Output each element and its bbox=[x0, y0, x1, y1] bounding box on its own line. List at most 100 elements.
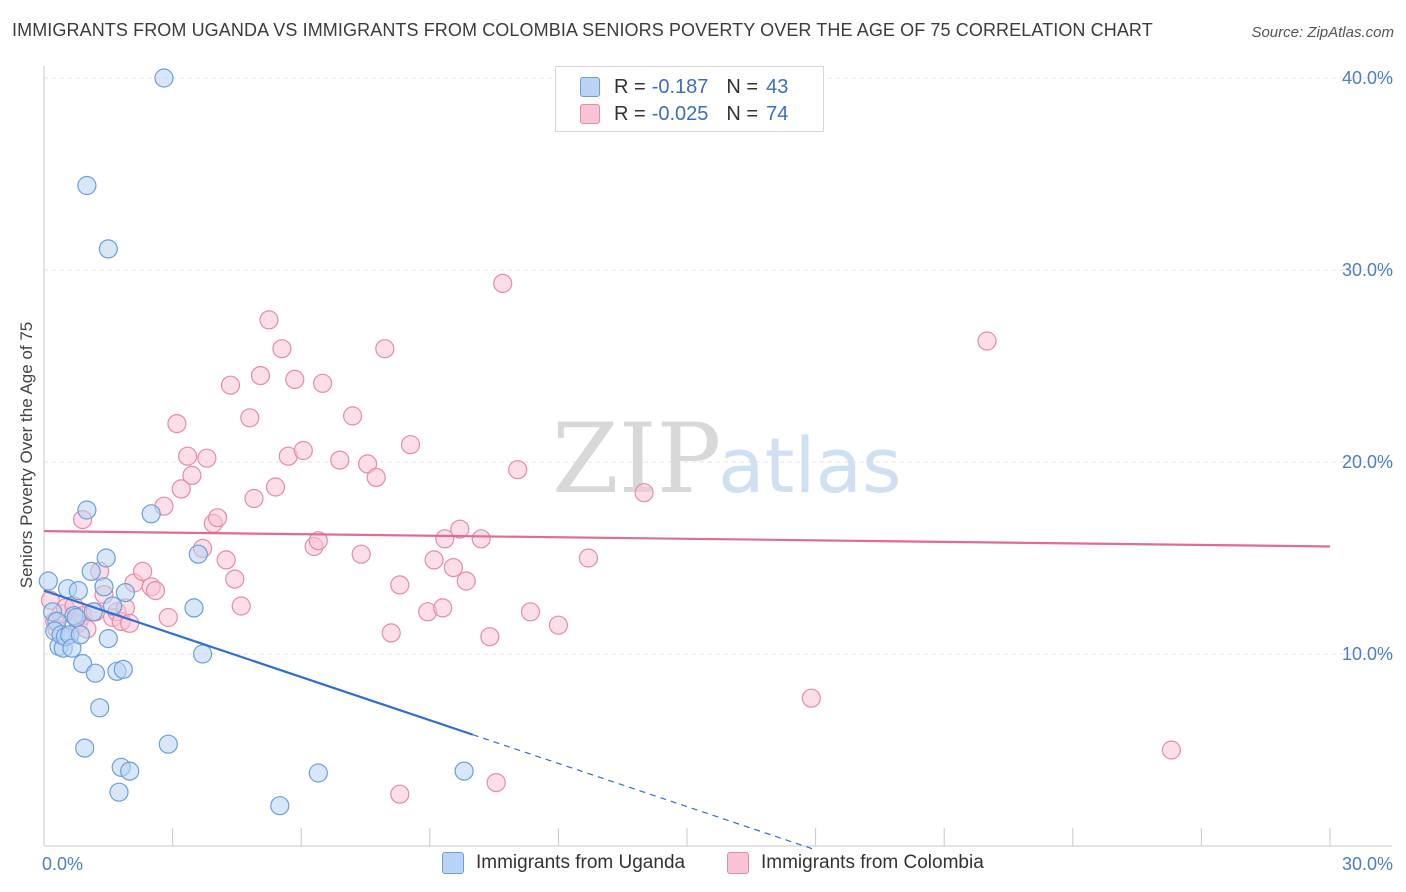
point-colombia bbox=[366, 467, 386, 487]
point-uganda bbox=[66, 607, 86, 628]
point-uganda bbox=[154, 68, 174, 88]
point-colombia bbox=[433, 598, 453, 618]
point-colombia bbox=[390, 784, 410, 804]
point-uganda bbox=[120, 761, 140, 781]
y-axis-label: Seniors Poverty Over the Age of 75 bbox=[17, 322, 36, 588]
point-colombia bbox=[240, 408, 260, 428]
point-colombia bbox=[471, 529, 491, 549]
point-colombia bbox=[272, 339, 292, 359]
point-uganda bbox=[77, 175, 97, 196]
point-uganda bbox=[193, 644, 213, 664]
legend-swatch-colombia bbox=[580, 104, 600, 124]
correlation-legend: R = -0.187 N = 43 R = -0.025 N = 74 bbox=[555, 66, 824, 132]
watermark: ZIP atlas bbox=[552, 403, 902, 515]
source-label: Source: ZipAtlas.com bbox=[1251, 24, 1394, 41]
point-colombia bbox=[225, 569, 245, 589]
point-colombia bbox=[178, 446, 198, 466]
point-colombia bbox=[578, 548, 599, 568]
legend-item-uganda[interactable]: Immigrants from Uganda bbox=[442, 852, 685, 874]
point-uganda bbox=[308, 763, 328, 783]
point-colombia bbox=[313, 373, 333, 393]
point-colombia bbox=[390, 575, 410, 595]
point-colombia bbox=[486, 772, 506, 793]
point-colombia bbox=[493, 273, 513, 293]
legend-label-colombia: Immigrants from Colombia bbox=[761, 852, 984, 873]
point-uganda bbox=[70, 625, 91, 645]
point-colombia bbox=[508, 460, 528, 480]
point-colombia bbox=[259, 310, 279, 330]
point-colombia bbox=[293, 440, 313, 461]
point-colombia bbox=[133, 561, 153, 582]
point-uganda bbox=[270, 796, 290, 816]
legend-swatch-uganda bbox=[442, 852, 464, 874]
point-colombia bbox=[182, 465, 202, 485]
point-uganda bbox=[75, 738, 95, 758]
legend-swatch-colombia bbox=[727, 852, 749, 874]
trend-line-uganda-extension bbox=[472, 734, 816, 851]
x-tick-label: 0.0% bbox=[42, 854, 83, 874]
point-colombia bbox=[480, 627, 500, 647]
legend-r-value-uganda: -0.187 bbox=[651, 75, 709, 98]
legend-item-colombia[interactable]: Immigrants from Colombia bbox=[727, 852, 984, 874]
point-uganda bbox=[113, 659, 133, 680]
legend-r-label: R = bbox=[614, 75, 646, 98]
point-colombia bbox=[358, 454, 378, 474]
point-colombia bbox=[424, 550, 444, 570]
point-colombia bbox=[456, 571, 476, 591]
chart-title: IMMIGRANTS FROM UGANDA VS IMMIGRANTS FRO… bbox=[12, 20, 1153, 40]
point-colombia bbox=[216, 550, 236, 570]
point-colombia bbox=[231, 596, 251, 616]
point-uganda bbox=[115, 582, 136, 603]
trend-line-uganda bbox=[43, 589, 474, 736]
point-colombia bbox=[977, 331, 997, 351]
legend-n-label: N = bbox=[726, 75, 759, 98]
legend-r-value-colombia: -0.025 bbox=[651, 102, 709, 125]
point-colombia bbox=[381, 623, 401, 643]
point-uganda bbox=[188, 544, 208, 564]
legend-n-value-uganda: 43 bbox=[766, 75, 789, 98]
y-tick-label: 20.0% bbox=[1342, 452, 1393, 472]
watermark-atlas: atlas bbox=[718, 421, 902, 510]
legend-row-colombia: R = -0.025 N = 74 bbox=[580, 102, 788, 126]
point-colombia bbox=[308, 531, 328, 551]
point-uganda bbox=[96, 548, 116, 568]
point-colombia bbox=[250, 366, 271, 386]
point-colombia bbox=[634, 483, 654, 503]
legend-label-uganda: Immigrants from Uganda bbox=[476, 852, 686, 873]
point-colombia bbox=[351, 544, 371, 564]
series-legend: Immigrants from Uganda Immigrants from C… bbox=[0, 852, 1406, 878]
point-uganda bbox=[72, 653, 93, 674]
point-uganda bbox=[38, 571, 58, 591]
point-colombia bbox=[1161, 740, 1182, 760]
point-uganda bbox=[83, 602, 103, 622]
point-colombia bbox=[265, 477, 286, 497]
point-colombia bbox=[548, 615, 569, 635]
point-uganda bbox=[90, 698, 110, 718]
point-uganda bbox=[102, 596, 123, 616]
tick-labels: 10.0% 20.0% 30.0% 40.0% 0.0% 30.0% bbox=[42, 68, 1393, 874]
trend-lines bbox=[43, 530, 1331, 851]
legend-row-uganda: R = -0.187 N = 43 bbox=[580, 75, 788, 99]
legend-r-label: R = bbox=[614, 102, 646, 125]
point-colombia bbox=[443, 557, 463, 578]
point-uganda bbox=[109, 782, 129, 802]
point-colombia bbox=[330, 450, 350, 470]
point-uganda bbox=[98, 628, 118, 649]
y-tick-label: 10.0% bbox=[1342, 644, 1393, 664]
point-uganda bbox=[68, 580, 88, 601]
point-uganda bbox=[184, 598, 204, 618]
point-colombia bbox=[520, 602, 541, 622]
point-uganda bbox=[81, 561, 101, 582]
point-colombia bbox=[450, 519, 470, 539]
axes bbox=[43, 66, 1392, 847]
point-colombia bbox=[167, 414, 187, 434]
grid-lines bbox=[44, 77, 1392, 655]
series-colombia-points bbox=[40, 273, 1182, 804]
trend-line-colombia bbox=[43, 530, 1331, 548]
point-uganda bbox=[158, 734, 178, 754]
x-tick-label: 30.0% bbox=[1342, 854, 1393, 874]
series-uganda-points bbox=[38, 68, 474, 816]
point-colombia bbox=[400, 435, 421, 455]
point-colombia bbox=[208, 508, 228, 528]
